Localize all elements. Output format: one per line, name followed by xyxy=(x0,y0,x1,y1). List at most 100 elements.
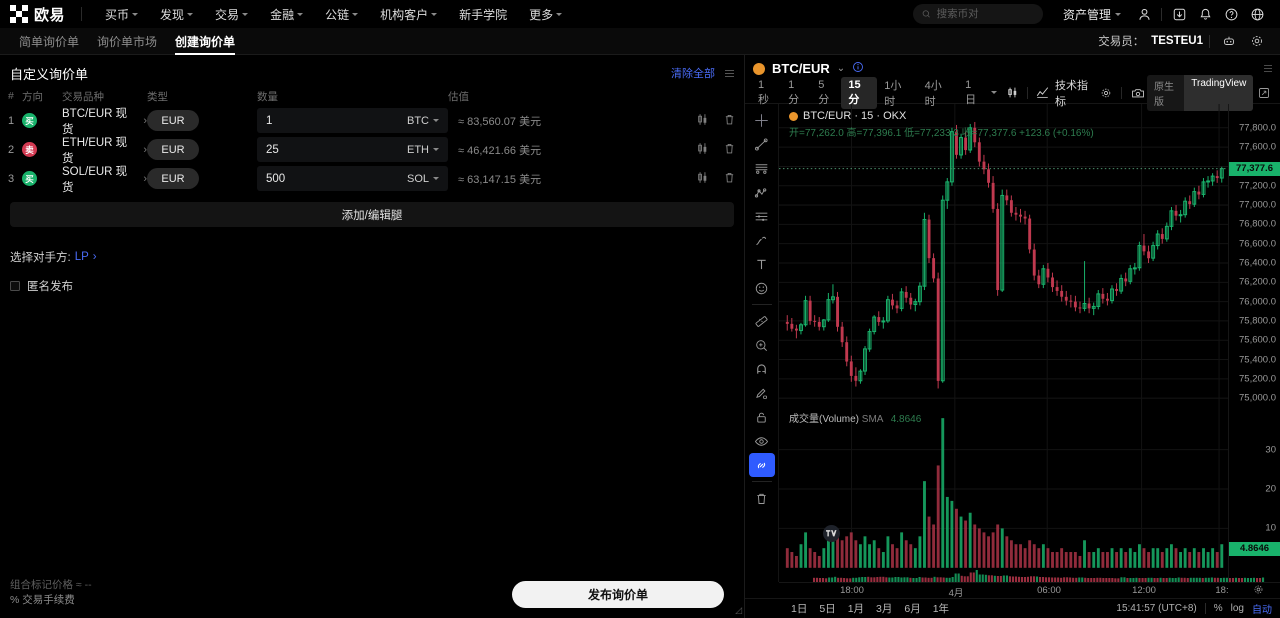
instrument-selector[interactable]: BTC/EUR 现货 › xyxy=(62,105,147,137)
type-pill[interactable]: EUR xyxy=(147,168,199,189)
nav-item-buy-crypto[interactable]: 买币 xyxy=(94,0,149,28)
settings-button[interactable] xyxy=(1244,27,1270,55)
search-input[interactable] xyxy=(936,8,1034,20)
drawing-mode-tool[interactable] xyxy=(749,381,775,405)
asset-management-menu[interactable]: 资产管理 xyxy=(1053,6,1131,23)
range-1y[interactable]: 1年 xyxy=(932,603,950,615)
quantity-input[interactable] xyxy=(266,114,407,127)
direction-badge[interactable]: 买 xyxy=(22,171,37,186)
zoom-tool[interactable] xyxy=(749,333,775,357)
bot-button[interactable] xyxy=(1216,27,1242,55)
brush-tool[interactable] xyxy=(749,228,775,252)
delete-row-icon[interactable] xyxy=(723,142,736,158)
visibility-tool[interactable] xyxy=(749,429,775,453)
tab-rfq-market[interactable]: 询价单市场 xyxy=(88,28,166,55)
language-button[interactable] xyxy=(1244,0,1270,28)
type-pill[interactable]: EUR xyxy=(147,110,199,131)
measure-tool[interactable] xyxy=(749,309,775,333)
search-box[interactable] xyxy=(912,4,1043,24)
chart-toggle-icon[interactable] xyxy=(696,142,709,158)
sync-link-tool[interactable] xyxy=(748,453,775,477)
add-edit-leg-button[interactable]: 添加/编辑腿 xyxy=(10,202,734,227)
chart-settings-button[interactable] xyxy=(1096,84,1115,102)
time-axis-settings-icon[interactable] xyxy=(1253,584,1264,598)
fibonacci-tool[interactable] xyxy=(749,204,775,228)
fullscreen-button[interactable] xyxy=(1253,79,1274,107)
resize-corner-handle[interactable]: ◿ xyxy=(735,605,742,615)
chevron-down-icon[interactable]: ⌄ xyxy=(836,63,846,74)
range-6m[interactable]: 6月 xyxy=(904,603,921,615)
publish-rfq-button[interactable]: 发布询价单 xyxy=(512,581,724,608)
anonymous-publish-checkbox[interactable]: 匿名发布 xyxy=(10,278,744,294)
notifications-button[interactable] xyxy=(1192,0,1218,28)
tab-simple-rfq[interactable]: 简单询价单 xyxy=(10,28,88,55)
user-account-button[interactable] xyxy=(1131,0,1157,28)
nav-item-discover[interactable]: 发现 xyxy=(149,0,204,28)
delete-row-icon[interactable] xyxy=(723,171,736,187)
emoji-tool[interactable] xyxy=(749,276,775,300)
pitchfork-tool[interactable] xyxy=(749,180,775,204)
quantity-input[interactable] xyxy=(266,143,407,156)
chevron-down-icon[interactable] xyxy=(991,91,998,94)
info-icon[interactable] xyxy=(852,61,864,76)
nav-item-finance[interactable]: 金融 xyxy=(259,0,314,28)
text-tool[interactable] xyxy=(749,252,775,276)
unit-selector[interactable]: SOL xyxy=(407,173,439,185)
chart-plot-area[interactable]: BTC/EUR · 15 · OKX 开=77,262.0 高=77,396.1… xyxy=(779,104,1265,582)
magnet-tool[interactable] xyxy=(749,357,775,381)
price-axis[interactable]: 77,800.077,600.077,400.077,200.077,000.0… xyxy=(1228,104,1280,582)
quantity-field[interactable]: SOL xyxy=(257,166,448,191)
nav-item-trade[interactable]: 交易 xyxy=(204,0,259,28)
lock-tool[interactable] xyxy=(749,405,775,429)
candle-type-icon[interactable] xyxy=(1004,84,1021,102)
nav-item-institutional[interactable]: 机构客户 xyxy=(369,0,448,28)
direction-badge[interactable]: 卖 xyxy=(22,142,37,157)
range-1m[interactable]: 1月 xyxy=(847,603,865,615)
delete-drawings-tool[interactable] xyxy=(749,486,775,510)
type-pill[interactable]: EUR xyxy=(147,139,199,160)
clear-all-button[interactable]: 清除全部 xyxy=(671,68,715,80)
delete-row-icon[interactable] xyxy=(723,113,736,129)
instrument-selector[interactable]: ETH/EUR 现货 › xyxy=(62,134,147,166)
percent-scale-toggle[interactable]: % xyxy=(1213,603,1223,614)
range-5d[interactable]: 5日 xyxy=(819,603,836,615)
timeframe-1h[interactable]: 1小时 xyxy=(884,79,902,108)
download-button[interactable] xyxy=(1166,0,1192,28)
chart-minimap[interactable] xyxy=(813,570,1265,582)
unit-selector[interactable]: ETH xyxy=(407,144,439,156)
nav-item-academy[interactable]: 新手学院 xyxy=(448,0,518,28)
view-native-option[interactable]: 原生版 xyxy=(1153,81,1174,108)
chart-toggle-icon[interactable] xyxy=(696,171,709,187)
direction-badge[interactable]: 买 xyxy=(22,113,37,128)
tab-create-rfq[interactable]: 创建询价单 xyxy=(166,28,244,55)
screenshot-button[interactable] xyxy=(1128,84,1147,102)
counterparty-value[interactable]: LP xyxy=(74,251,89,263)
range-1d[interactable]: 1日 xyxy=(791,603,808,615)
chart-toggle-icon[interactable] xyxy=(696,113,709,129)
nav-item-more[interactable]: 更多 xyxy=(518,0,573,28)
okx-logo[interactable]: 欧易 xyxy=(10,4,65,25)
horizontal-lines-tool[interactable] xyxy=(749,156,775,180)
crosshair-tool[interactable] xyxy=(749,108,775,132)
indicator-icon[interactable] xyxy=(1034,84,1051,102)
timeframe-5m[interactable]: 5分 xyxy=(818,78,830,106)
timeframe-4h[interactable]: 4小时 xyxy=(924,79,942,108)
timeframe-1s[interactable]: 1秒 xyxy=(758,78,769,106)
chart-panel-handle[interactable] xyxy=(1264,65,1272,72)
trend-line-tool[interactable] xyxy=(749,132,775,156)
instrument-selector[interactable]: SOL/EUR 现货 › xyxy=(62,163,147,195)
quantity-input[interactable] xyxy=(266,172,407,185)
quantity-field[interactable]: BTC xyxy=(257,108,448,133)
time-axis[interactable]: 18:00 4月 06:00 12:00 18: xyxy=(779,582,1280,599)
log-scale-toggle[interactable]: log xyxy=(1230,603,1244,614)
panel-resize-handle[interactable] xyxy=(725,69,734,77)
chevron-right-icon[interactable]: › xyxy=(92,251,97,263)
unit-selector[interactable]: BTC xyxy=(407,115,439,127)
timeframe-1d[interactable]: 1日 xyxy=(965,78,977,106)
quantity-field[interactable]: ETH xyxy=(257,137,448,162)
help-button[interactable] xyxy=(1218,0,1244,28)
nav-item-chain[interactable]: 公链 xyxy=(314,0,369,28)
technical-indicators-button[interactable]: 技术指标 xyxy=(1055,79,1089,108)
timeframe-15m[interactable]: 15分 xyxy=(841,76,878,109)
auto-scale-toggle[interactable]: 自动 xyxy=(1252,605,1272,616)
